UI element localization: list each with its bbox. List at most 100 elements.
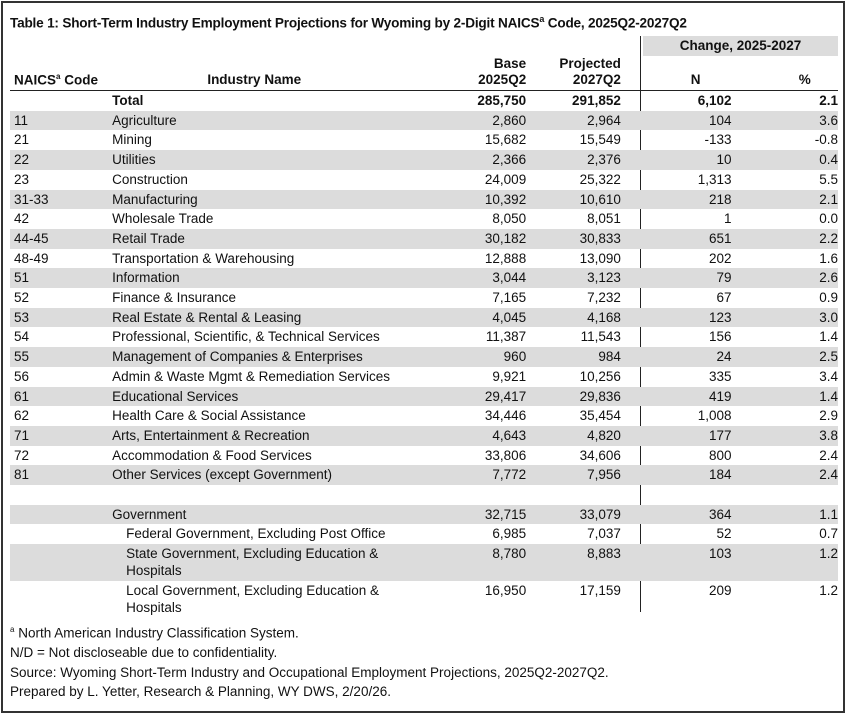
government-subrow: State Government, Excluding Education & … [10, 544, 838, 582]
table-row: 53 Real Estate & Rental & Leasing 4,045 4,1… [10, 307, 838, 328]
cell-name: Federal Government, Excluding Post Offic… [126, 526, 386, 542]
cell-proj: 4,168 [526, 307, 621, 328]
cell-name: Transportation & Warehousing [112, 250, 295, 266]
cell-proj: 8,883 [526, 544, 621, 582]
title-text-suffix: Code, 2025Q2-2027Q2 [544, 15, 687, 31]
cell-pct: 1.2 [731, 544, 838, 582]
cell-n: 202 [709, 250, 732, 266]
cell-proj: 35,454 [579, 408, 621, 424]
cell-proj: 25,322 [579, 171, 621, 187]
header-base: Base 2025Q2 [436, 56, 527, 91]
table-row: 81 Other Services (except Government) 7,77… [10, 465, 838, 486]
table-row: 22 Utilities 2,366 2,376 10 0.4 [10, 150, 838, 170]
table-title: Table 1: Short-Term Industry Employment … [10, 14, 687, 31]
table-row: 72 Accommodation & Food Services 33,806 34,… [10, 446, 838, 466]
cell-proj: 33,079 [526, 504, 621, 525]
cell-code: 48-49 [14, 250, 49, 266]
cell-base: 32,715 [436, 504, 527, 525]
table-row: 21 Mining 15,682 15,549 -133 -0.8 [10, 130, 838, 150]
footnote-source: Source: Wyoming Short-Term Industry and … [10, 664, 609, 680]
cell-pct: 2.5 [731, 347, 838, 367]
cell-code: 54 [14, 329, 30, 345]
cell-proj: 10,256 [579, 368, 621, 384]
cell-base: 15,682 [484, 132, 527, 148]
cell-name: Construction [112, 171, 188, 187]
cell-proj: 7,956 [526, 465, 621, 486]
cell-pct: 2.6 [731, 268, 838, 289]
cell-n: 651 [629, 228, 732, 249]
cell-code: 44-45 [10, 228, 113, 249]
cell-pct: 2.1 [731, 189, 838, 210]
total-row: Total 285,750 291,852 6,102 2.1 [10, 91, 838, 111]
cell-name: Finance & Insurance [112, 290, 236, 306]
cell-code: 42 [14, 211, 30, 227]
cell-pct: 2.4 [819, 447, 838, 463]
cell-code: 71 [10, 425, 113, 446]
cell-base: 960 [436, 347, 527, 367]
cell-name: Professional, Scientific, & Technical Se… [112, 329, 380, 345]
cell-pct: 1.4 [731, 386, 838, 407]
cell-pct: 1.1 [731, 504, 838, 525]
cell-base: 3,044 [436, 268, 527, 289]
cell-n: 10 [629, 150, 732, 170]
cell-name: Agriculture [112, 110, 437, 131]
header-projected: Projected 2027Q2 [526, 56, 621, 91]
cell-pct: 2.4 [731, 465, 838, 486]
cell-name: Retail Trade [112, 228, 437, 249]
cell-name: Management of Companies & Enterprises [112, 347, 437, 367]
cell-name: Accommodation & Food Services [112, 447, 312, 463]
cell-n: 1 [724, 211, 732, 227]
cell-pct: 2.9 [819, 408, 838, 424]
cell-name: Educational Services [112, 386, 437, 407]
cell-pct: 5.5 [819, 171, 838, 187]
cell-proj: 7,037 [587, 526, 621, 542]
cell-name: Utilities [112, 150, 437, 170]
table-row: 31-33 Manufacturing 10,392 10,610 218 2.1 [10, 189, 838, 210]
header-pct: % [731, 56, 838, 91]
cell-proj: 291,852 [572, 93, 621, 108]
header-code: NAICSa Code [10, 56, 113, 91]
cell-base: 12,888 [484, 250, 527, 266]
cell-base: 11,387 [485, 329, 527, 345]
cell-n: 209 [709, 583, 732, 599]
cell-code [10, 504, 113, 525]
cell-base: 4,045 [436, 307, 527, 328]
cell-n: 1,313 [697, 171, 732, 187]
cell-pct: -0.8 [814, 132, 838, 148]
cell-n: 1,008 [697, 408, 732, 424]
cell-pct: 0.0 [819, 211, 838, 227]
cell-base: 16,950 [484, 583, 527, 599]
footnotes: a North American Industry Classification… [10, 620, 609, 702]
cell-proj: 15,549 [579, 132, 621, 148]
table-row: 51 Information 3,044 3,123 79 2.6 [10, 268, 838, 289]
cell-base: 7,165 [492, 290, 527, 306]
cell-code: 52 [14, 290, 30, 306]
table-row: 55 Management of Companies & Enterprises 9… [10, 347, 838, 367]
cell-proj: 2,376 [526, 150, 621, 170]
cell-name: Arts, Entertainment & Recreation [112, 425, 437, 446]
cell-proj: 4,820 [526, 425, 621, 446]
cell-name: Government [112, 504, 437, 525]
cell-n: 103 [629, 544, 732, 582]
cell-base: 34,446 [484, 408, 527, 424]
table-row: 11 Agriculture 2,860 2,964 104 3.6 [10, 110, 838, 131]
cell-n: 6,102 [697, 93, 732, 108]
cell-n: 104 [629, 110, 732, 131]
cell-proj: 7,232 [587, 290, 621, 306]
cell-proj: 29,836 [526, 386, 621, 407]
table-row: 61 Educational Services 29,417 29,836 419 1.4 [10, 386, 838, 407]
cell-proj: 8,051 [587, 211, 621, 227]
table-row: 71 Arts, Entertainment & Recreation 4,643 4… [10, 425, 838, 446]
government-row: Government 32,715 33,079 364 1.1 [10, 504, 838, 525]
cell-n: 123 [629, 307, 732, 328]
cell-code: 21 [14, 132, 30, 148]
cell-proj: 17,159 [579, 583, 621, 599]
header-industry-name: Industry Name [112, 56, 437, 91]
cell-base: 9,921 [492, 368, 527, 384]
cell-code: 53 [10, 307, 113, 328]
cell-code [10, 91, 112, 111]
table-row: 56 Admin & Waste Mgmt & Remediation Servi… [10, 367, 838, 387]
cell-n: 419 [629, 386, 732, 407]
cell-name: Admin & Waste Mgmt & Remediation Service… [112, 368, 390, 384]
